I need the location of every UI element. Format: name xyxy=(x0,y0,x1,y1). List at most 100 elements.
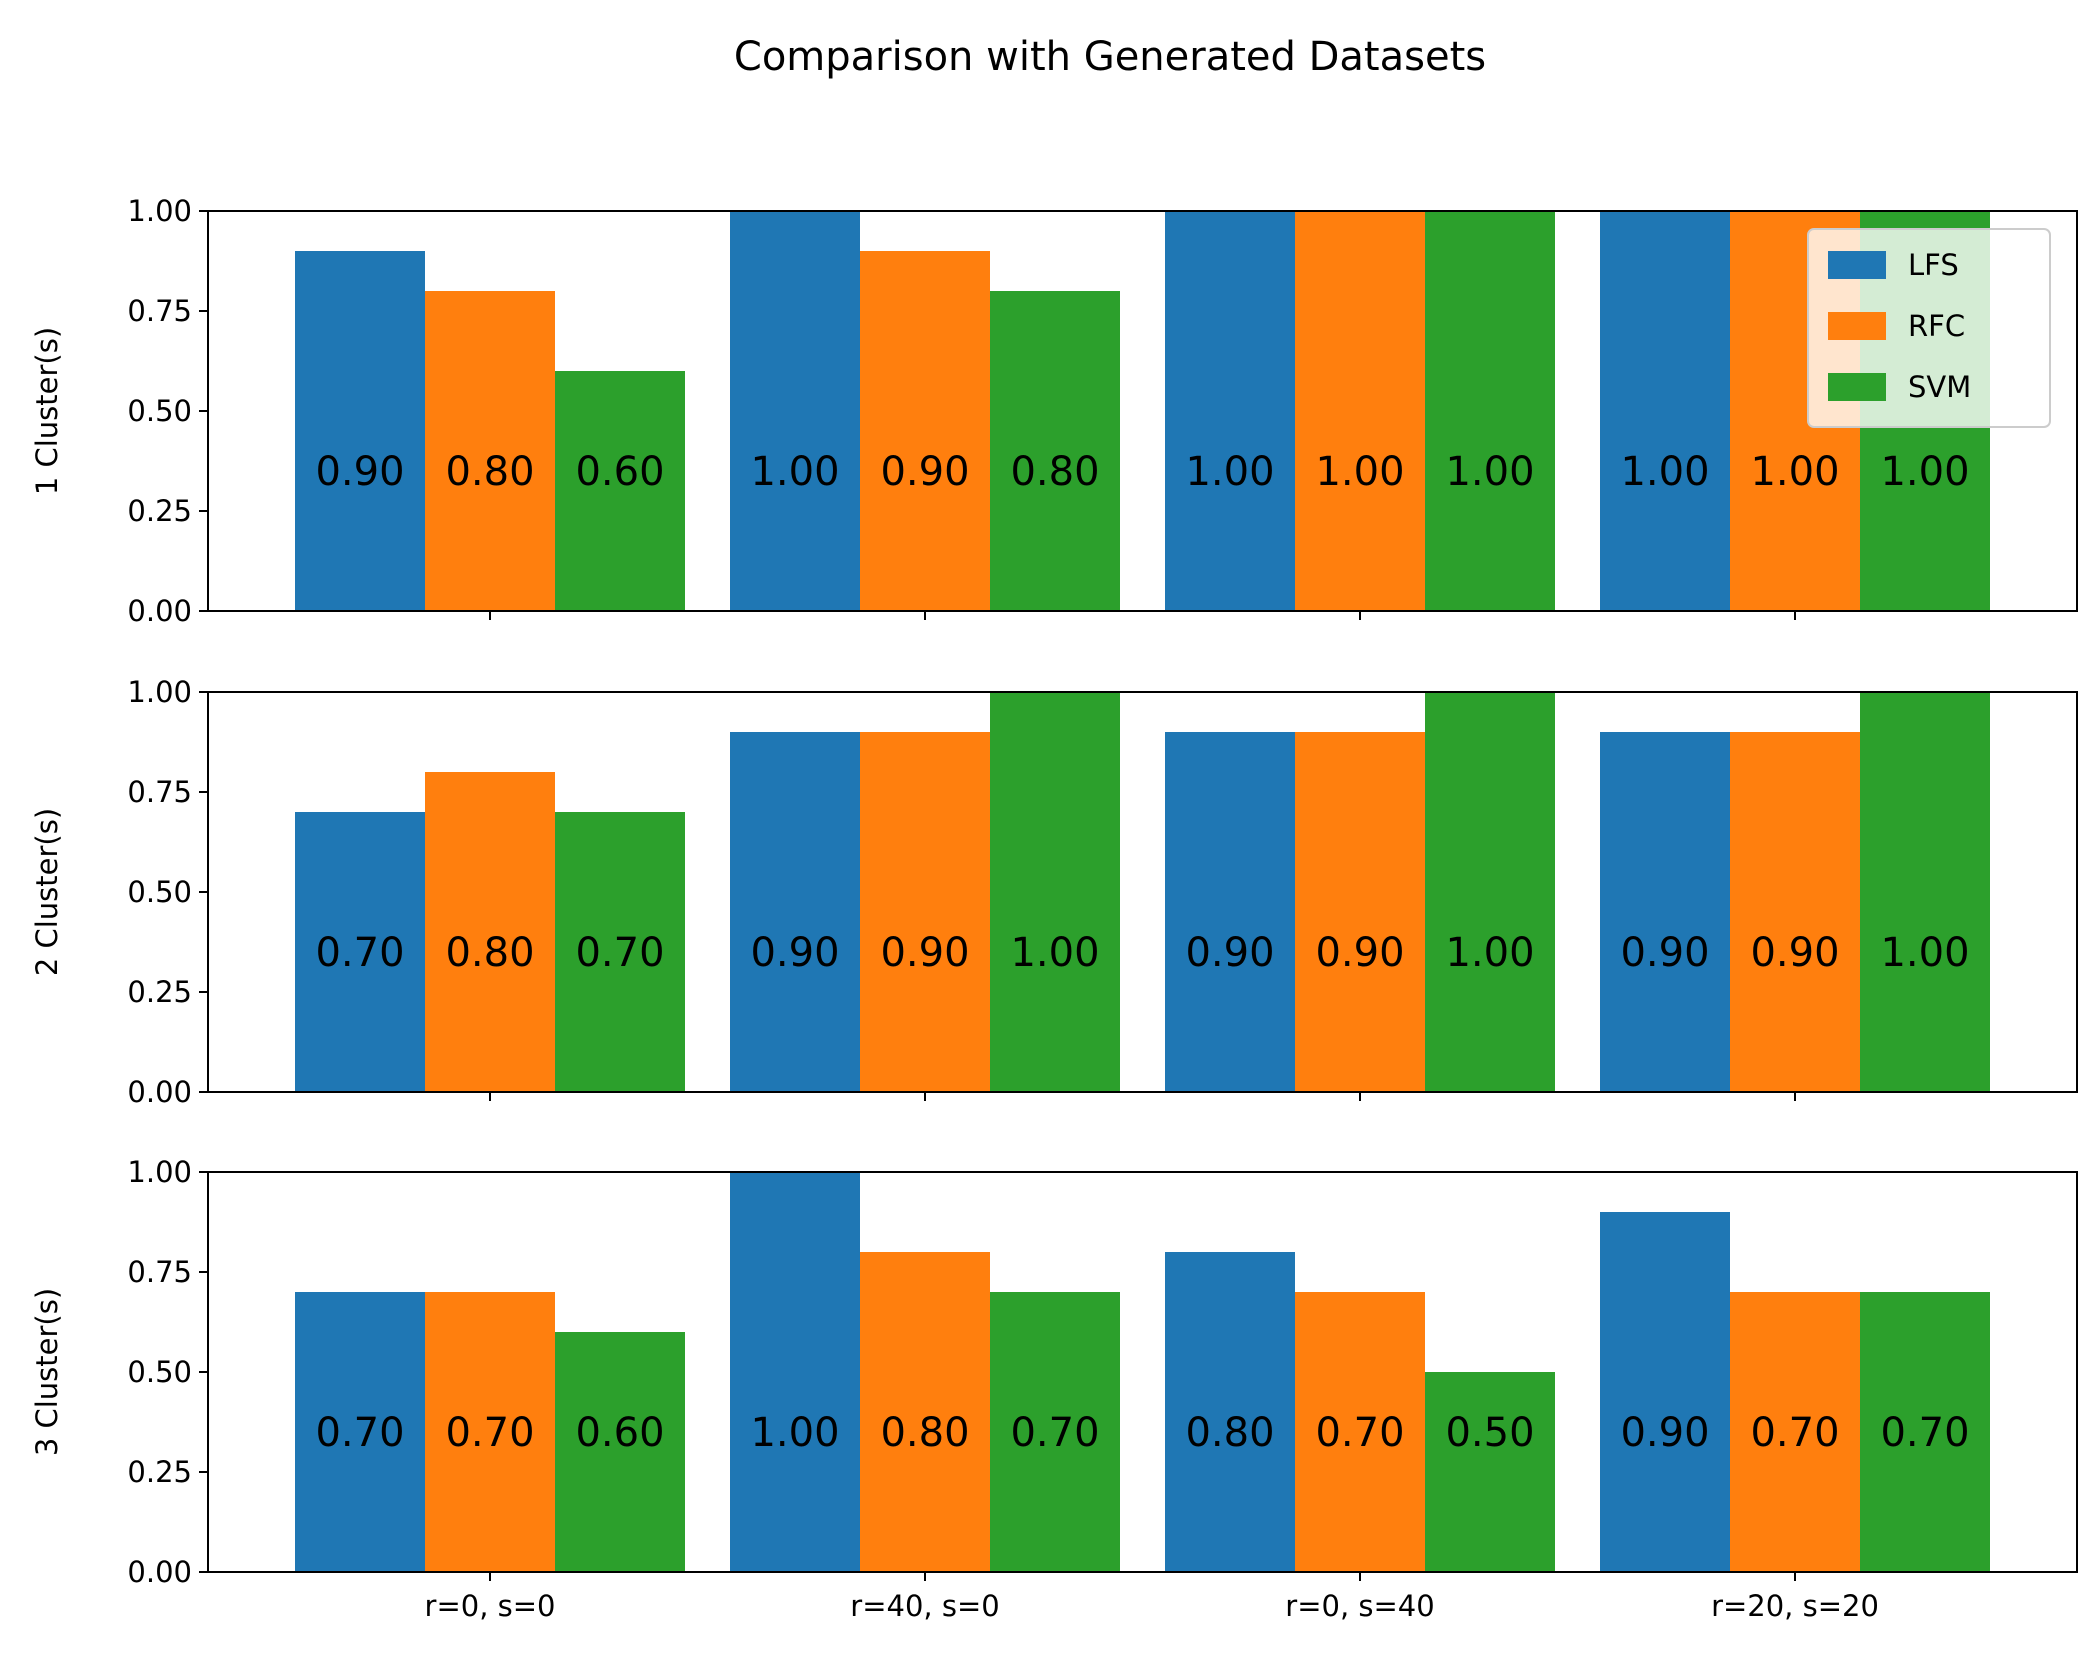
bar-lfs xyxy=(1165,211,1295,611)
bars xyxy=(295,211,1990,611)
bar-rfc xyxy=(425,291,555,611)
y-tick-label: 0.50 xyxy=(127,875,192,909)
chart-title: Comparison with Generated Datasets xyxy=(734,34,1486,80)
bar-lfs xyxy=(1600,732,1730,1092)
bar-lfs xyxy=(1165,732,1295,1092)
bar-rfc xyxy=(860,251,990,611)
data-label: 0.70 xyxy=(575,930,664,976)
bar-svm xyxy=(1425,1372,1555,1572)
bar-svm xyxy=(1425,692,1555,1092)
data-label: 0.60 xyxy=(575,449,664,495)
x-tick-label: r=0, s=0 xyxy=(425,1589,556,1623)
bar-svm xyxy=(555,1332,685,1572)
legend-swatch-rfc xyxy=(1828,312,1886,340)
x-tick-label: r=40, s=0 xyxy=(850,1589,999,1623)
y-tick-label: 0.50 xyxy=(127,1355,192,1389)
x-axis: r=0, s=0 r=40, s=0 r=0, s=40 r=20, s=20 xyxy=(425,1589,1879,1623)
data-label: 1.00 xyxy=(1880,449,1969,495)
bar-rfc xyxy=(425,772,555,1092)
y-tick-label: 0.50 xyxy=(127,394,192,428)
y-tick-label: 0.75 xyxy=(127,1255,192,1289)
data-label: 0.90 xyxy=(1185,930,1274,976)
panel-3: 0.00 0.25 0.50 0.75 1.00 3 Cluster(s) 0.70 1.00… xyxy=(30,1155,2078,1589)
bar-svm xyxy=(990,291,1120,611)
panels: 0.00 0.25 0.50 0.75 1.00 1 Cluster(s) 0.90 1.00… xyxy=(30,194,2078,1589)
legend-swatch-lfs xyxy=(1828,251,1886,279)
bar-rfc xyxy=(1295,732,1425,1092)
data-label: 0.90 xyxy=(1750,930,1839,976)
y-tick-label: 0.75 xyxy=(127,775,192,809)
data-label: 1.00 xyxy=(1185,449,1274,495)
y-axis-label: 1 Cluster(s) xyxy=(30,327,64,495)
panel-2: 0.00 0.25 0.50 0.75 1.00 2 Cluster(s) 0.70 0.90… xyxy=(30,675,2078,1109)
x-tick-label: r=20, s=20 xyxy=(1711,1589,1879,1623)
bar-svm xyxy=(555,812,685,1092)
y-tick-label: 1.00 xyxy=(127,675,192,709)
bar-lfs xyxy=(295,1292,425,1572)
data-label: 0.70 xyxy=(1315,1410,1404,1456)
data-label: 0.70 xyxy=(445,1410,534,1456)
y-tick-label: 0.00 xyxy=(127,1075,192,1109)
y-tick-label: 0.25 xyxy=(127,975,192,1009)
bar-svm xyxy=(1425,211,1555,611)
data-label: 0.80 xyxy=(880,1410,969,1456)
y-axis-label: 2 Cluster(s) xyxy=(30,808,64,976)
legend-label-svm: SVM xyxy=(1908,370,1971,404)
bars xyxy=(295,1172,1990,1572)
y-tick-label: 0.75 xyxy=(127,294,192,328)
bar-lfs xyxy=(295,251,425,611)
bar-lfs xyxy=(1165,1252,1295,1572)
data-label: 0.90 xyxy=(750,930,839,976)
data-label: 1.00 xyxy=(1445,449,1534,495)
bar-rfc xyxy=(860,1252,990,1572)
bars xyxy=(295,692,1990,1092)
data-label: 0.70 xyxy=(315,930,404,976)
data-label: 1.00 xyxy=(1750,449,1839,495)
bar-svm xyxy=(1860,1292,1990,1572)
bar-svm xyxy=(990,1292,1120,1572)
data-label: 0.70 xyxy=(315,1410,404,1456)
data-label: 0.90 xyxy=(1315,930,1404,976)
y-tick-label: 0.25 xyxy=(127,494,192,528)
data-label: 1.00 xyxy=(1620,449,1709,495)
bar-lfs xyxy=(1600,211,1730,611)
bar-lfs xyxy=(295,812,425,1092)
data-label: 0.80 xyxy=(1010,449,1099,495)
legend-swatch-svm xyxy=(1828,373,1886,401)
y-tick-label: 0.00 xyxy=(127,1555,192,1589)
bar-rfc xyxy=(1730,1292,1860,1572)
data-label: 1.00 xyxy=(750,1410,839,1456)
x-tick-label: r=0, s=40 xyxy=(1285,1589,1434,1623)
data-label: 0.90 xyxy=(1620,1410,1709,1456)
data-label: 1.00 xyxy=(1880,930,1969,976)
data-label: 0.60 xyxy=(575,1410,664,1456)
data-label: 1.00 xyxy=(1315,449,1404,495)
data-label: 0.90 xyxy=(880,930,969,976)
data-label: 0.70 xyxy=(1010,1410,1099,1456)
y-tick-label: 0.25 xyxy=(127,1455,192,1489)
bar-svm xyxy=(555,371,685,611)
bar-rfc xyxy=(1730,732,1860,1092)
y-tick-label: 1.00 xyxy=(127,194,192,228)
bar-lfs xyxy=(730,1172,860,1572)
data-label: 0.90 xyxy=(1620,930,1709,976)
bar-lfs xyxy=(1600,1212,1730,1572)
data-label: 0.80 xyxy=(445,449,534,495)
bar-lfs xyxy=(730,211,860,611)
y-tick-label: 0.00 xyxy=(127,594,192,628)
data-label: 0.70 xyxy=(1750,1410,1839,1456)
data-label: 0.50 xyxy=(1445,1410,1534,1456)
y-tick-label: 1.00 xyxy=(127,1155,192,1189)
data-label: 0.90 xyxy=(880,449,969,495)
bar-lfs xyxy=(730,732,860,1092)
legend-label-lfs: LFS xyxy=(1908,248,1959,282)
bar-svm xyxy=(1860,692,1990,1092)
data-label: 1.00 xyxy=(750,449,839,495)
data-label: 1.00 xyxy=(1445,930,1534,976)
bar-rfc xyxy=(1295,211,1425,611)
data-label: 0.90 xyxy=(315,449,404,495)
panel-1: 0.00 0.25 0.50 0.75 1.00 1 Cluster(s) 0.90 1.00… xyxy=(30,194,2078,628)
bar-rfc xyxy=(425,1292,555,1572)
